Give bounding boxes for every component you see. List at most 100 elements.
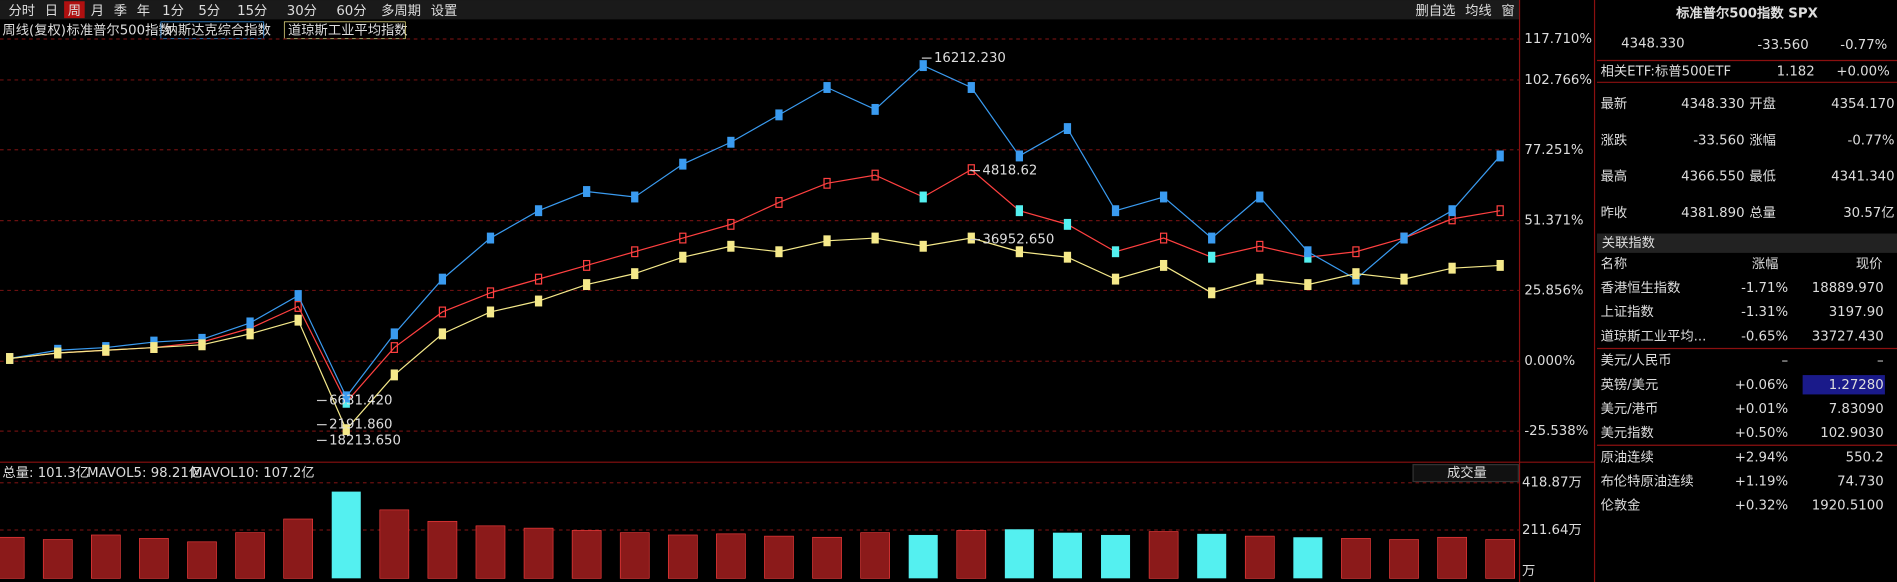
- candle: [1496, 205, 1504, 217]
- candle: [583, 259, 591, 271]
- tab[interactable]: 月: [91, 4, 104, 19]
- legend-entry[interactable]: 道琼斯工业平均指数: [288, 22, 408, 38]
- toolbar: [0, 0, 1520, 20]
- stat-value: 4354.170: [1831, 97, 1894, 112]
- volume-select[interactable]: [1412, 464, 1519, 483]
- related-price: –: [1877, 354, 1884, 369]
- related-price: 550.2: [1846, 450, 1884, 465]
- tool-button[interactable]: 删自选: [1416, 3, 1456, 19]
- volume-bar: [860, 532, 890, 579]
- etf-name[interactable]: 标普500ETF: [1655, 63, 1731, 79]
- stat-value: -0.77%: [1848, 133, 1895, 148]
- candle: [390, 328, 398, 340]
- stat-label: 最新: [1601, 96, 1628, 112]
- y-tick-label: 418.87万: [1522, 476, 1582, 491]
- volume-bar: [427, 520, 458, 579]
- candle: [102, 344, 110, 356]
- tab[interactable]: 日: [45, 4, 58, 19]
- y-tick-label: 0.000%: [1524, 354, 1575, 369]
- candle: [1063, 218, 1072, 230]
- tab[interactable]: 多周期: [381, 2, 421, 19]
- related-pct: +2.94%: [1735, 450, 1788, 465]
- related-name[interactable]: 布伦特原油连续: [1601, 474, 1694, 490]
- volume-select-label[interactable]: 成交量: [1447, 464, 1487, 481]
- legend-entry[interactable]: 标准普尔500指数: [67, 22, 172, 38]
- related-name[interactable]: 美元/港币: [1601, 401, 1659, 417]
- tab[interactable]: 年: [137, 3, 150, 19]
- volume-bar: [1389, 539, 1419, 579]
- tab[interactable]: 设置: [431, 3, 458, 19]
- y-tick-label: 117.710%: [1524, 32, 1592, 47]
- tab[interactable]: 分时: [8, 3, 35, 19]
- candle: [1304, 246, 1312, 258]
- related-name[interactable]: 道琼斯工业平均...: [1601, 328, 1707, 344]
- volume-bar: [42, 539, 73, 579]
- related-title: 关联指数: [1602, 235, 1655, 251]
- candle: [1208, 251, 1216, 263]
- related-name[interactable]: 香港恒生指数: [1601, 280, 1681, 296]
- tab[interactable]: 季: [114, 3, 127, 19]
- unit-label: 万: [1522, 564, 1535, 579]
- candle: [775, 246, 783, 258]
- candle: [679, 158, 687, 170]
- related-price: 33727.430: [1812, 329, 1884, 344]
- tool-button[interactable]: 均线: [1465, 3, 1492, 19]
- volume-bar: [571, 530, 602, 579]
- series-line: [9, 64, 1501, 398]
- tab[interactable]: 周: [68, 4, 81, 19]
- candle: [1352, 268, 1360, 280]
- candle: [534, 273, 543, 285]
- series-line: [9, 168, 1501, 404]
- volume-bar: [956, 530, 987, 579]
- candle: [342, 424, 350, 436]
- tab[interactable]: 1分: [162, 3, 184, 19]
- candle: [583, 186, 591, 197]
- candle: [919, 240, 927, 252]
- chart-title: 周线(复权): [2, 21, 66, 38]
- tab[interactable]: 5分: [198, 3, 220, 19]
- candle: [727, 218, 735, 230]
- mavol10: MAVOL10: 107.2亿: [191, 465, 314, 481]
- related-name[interactable]: 伦敦金: [1601, 498, 1641, 514]
- candle: [534, 295, 543, 307]
- volume-bar: [1293, 537, 1323, 579]
- related-name[interactable]: 上证指数: [1601, 304, 1654, 320]
- tab[interactable]: 15分: [237, 3, 267, 19]
- stat-value: 30.57亿: [1843, 205, 1894, 221]
- tab[interactable]: 30分: [287, 3, 317, 19]
- related-pct: +0.50%: [1735, 426, 1788, 441]
- volume-bar: [1197, 533, 1227, 579]
- volume-bar: [91, 534, 121, 579]
- candle: [246, 317, 254, 329]
- tab[interactable]: 60分: [336, 3, 366, 19]
- etf-label: 相关ETF:: [1601, 63, 1655, 79]
- stat-value: -33.560: [1693, 133, 1744, 148]
- related-name[interactable]: 英镑/美元: [1601, 376, 1659, 393]
- candle: [583, 279, 591, 291]
- candle: [1159, 232, 1168, 244]
- volume-bar: [716, 533, 746, 579]
- y-tick-label: -25.538%: [1524, 424, 1588, 439]
- volume-bar: [812, 536, 842, 579]
- candle: [1208, 232, 1216, 244]
- legend-entry[interactable]: 纳斯达克综合指数: [165, 22, 271, 38]
- stat-value: 4348.330: [1681, 97, 1744, 112]
- candle: [1352, 246, 1360, 258]
- related-pct: –: [1781, 354, 1788, 369]
- candle: [727, 136, 735, 148]
- candle: [1063, 251, 1072, 263]
- candle: [919, 60, 927, 72]
- candle: [1256, 191, 1264, 203]
- candle: [775, 197, 783, 208]
- related-header: 涨幅: [1752, 256, 1779, 272]
- related-price: 1920.5100: [1812, 499, 1884, 514]
- related-name[interactable]: 原油连续: [1601, 449, 1654, 465]
- candle: [294, 314, 302, 326]
- related-name[interactable]: 美元/人民币: [1601, 353, 1672, 369]
- related-header: 名称: [1601, 256, 1628, 272]
- candle: [967, 232, 975, 244]
- related-name[interactable]: 美元指数: [1601, 425, 1654, 441]
- stat-label: 最低: [1749, 169, 1776, 185]
- candle: [871, 103, 879, 115]
- tool-button[interactable]: 窗: [1501, 2, 1514, 19]
